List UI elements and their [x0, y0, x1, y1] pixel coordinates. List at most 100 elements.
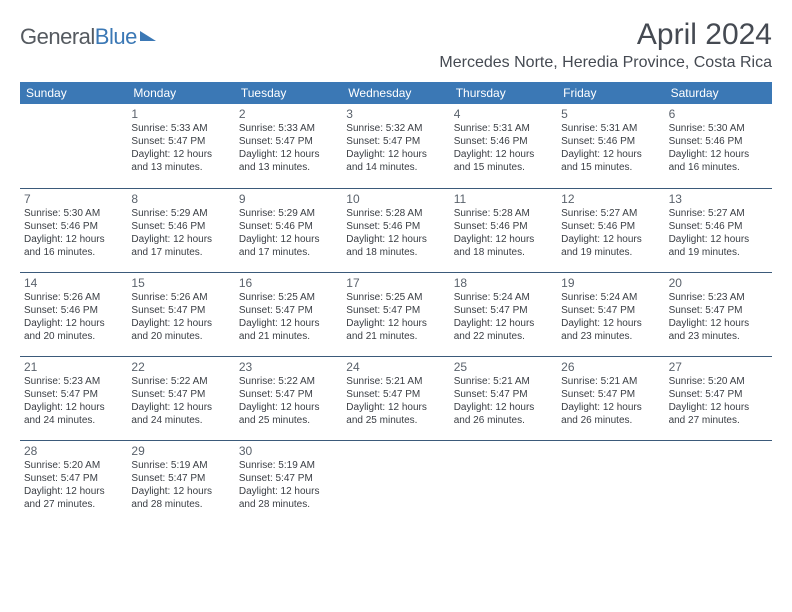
calendar-cell: 27Sunrise: 5:20 AMSunset: 5:47 PMDayligh… — [665, 356, 772, 440]
calendar-cell: 24Sunrise: 5:21 AMSunset: 5:47 PMDayligh… — [342, 356, 449, 440]
day-detail-line: Daylight: 12 hours — [454, 149, 553, 162]
day-detail-line: Sunrise: 5:28 AM — [346, 208, 445, 221]
calendar-cell: 22Sunrise: 5:22 AMSunset: 5:47 PMDayligh… — [127, 356, 234, 440]
day-detail-line: Daylight: 12 hours — [669, 402, 768, 415]
day-detail-line: and 27 minutes. — [669, 415, 768, 428]
day-detail-line: Daylight: 12 hours — [346, 402, 445, 415]
day-detail-line: Sunset: 5:47 PM — [239, 389, 338, 402]
day-detail-line: and 19 minutes. — [669, 247, 768, 260]
weekday-header: Friday — [557, 82, 664, 104]
day-number: 16 — [239, 276, 338, 291]
calendar-body: 1Sunrise: 5:33 AMSunset: 5:47 PMDaylight… — [20, 104, 772, 524]
day-detail-line: Sunrise: 5:32 AM — [346, 123, 445, 136]
calendar-header-row: SundayMondayTuesdayWednesdayThursdayFrid… — [20, 82, 772, 104]
day-number: 18 — [454, 276, 553, 291]
calendar-cell — [342, 440, 449, 524]
day-number: 13 — [669, 192, 768, 207]
day-number: 12 — [561, 192, 660, 207]
calendar-cell: 11Sunrise: 5:28 AMSunset: 5:46 PMDayligh… — [450, 188, 557, 272]
day-detail-line: Sunrise: 5:19 AM — [239, 460, 338, 473]
day-detail-line: Sunrise: 5:33 AM — [131, 123, 230, 136]
location-text: Mercedes Norte, Heredia Province, Costa … — [439, 54, 772, 72]
calendar-cell: 19Sunrise: 5:24 AMSunset: 5:47 PMDayligh… — [557, 272, 664, 356]
day-number: 30 — [239, 444, 338, 459]
calendar-cell: 29Sunrise: 5:19 AMSunset: 5:47 PMDayligh… — [127, 440, 234, 524]
day-number: 2 — [239, 107, 338, 122]
day-detail-line: Sunset: 5:47 PM — [561, 389, 660, 402]
day-detail-line: and 25 minutes. — [346, 415, 445, 428]
day-detail-line: and 18 minutes. — [346, 247, 445, 260]
day-number: 23 — [239, 360, 338, 375]
calendar-cell: 3Sunrise: 5:32 AMSunset: 5:47 PMDaylight… — [342, 104, 449, 188]
day-detail-line: Sunset: 5:47 PM — [239, 473, 338, 486]
calendar-cell: 7Sunrise: 5:30 AMSunset: 5:46 PMDaylight… — [20, 188, 127, 272]
day-detail-line: Daylight: 12 hours — [131, 149, 230, 162]
day-number: 24 — [346, 360, 445, 375]
day-detail-line: Daylight: 12 hours — [561, 402, 660, 415]
calendar-cell: 18Sunrise: 5:24 AMSunset: 5:47 PMDayligh… — [450, 272, 557, 356]
day-detail-line: Sunrise: 5:21 AM — [561, 376, 660, 389]
day-number: 25 — [454, 360, 553, 375]
weekday-header: Saturday — [665, 82, 772, 104]
day-detail-line: Sunset: 5:47 PM — [346, 305, 445, 318]
day-detail-line: Daylight: 12 hours — [239, 149, 338, 162]
day-detail-line: Sunset: 5:47 PM — [131, 473, 230, 486]
day-detail-line: Sunset: 5:47 PM — [24, 473, 123, 486]
day-detail-line: and 28 minutes. — [239, 499, 338, 512]
day-detail-line: Sunset: 5:47 PM — [561, 305, 660, 318]
day-detail-line: Sunrise: 5:27 AM — [561, 208, 660, 221]
day-detail-line: Daylight: 12 hours — [239, 234, 338, 247]
calendar-cell: 8Sunrise: 5:29 AMSunset: 5:46 PMDaylight… — [127, 188, 234, 272]
day-number: 3 — [346, 107, 445, 122]
day-detail-line: and 19 minutes. — [561, 247, 660, 260]
day-detail-line: Sunrise: 5:31 AM — [454, 123, 553, 136]
day-detail-line: and 26 minutes. — [454, 415, 553, 428]
day-detail-line: Sunset: 5:47 PM — [346, 136, 445, 149]
day-detail-line: Sunset: 5:46 PM — [24, 221, 123, 234]
day-number: 27 — [669, 360, 768, 375]
day-detail-line: Daylight: 12 hours — [131, 318, 230, 331]
page-title: April 2024 — [439, 18, 772, 52]
day-detail-line: Sunrise: 5:25 AM — [239, 292, 338, 305]
calendar-page: GeneralBlue April 2024 Mercedes Norte, H… — [0, 0, 792, 542]
brand-logo: GeneralBlue — [20, 18, 156, 50]
day-number: 7 — [24, 192, 123, 207]
day-number: 1 — [131, 107, 230, 122]
day-detail-line: Sunset: 5:46 PM — [131, 221, 230, 234]
day-detail-line: and 16 minutes. — [669, 162, 768, 175]
calendar-cell: 5Sunrise: 5:31 AMSunset: 5:46 PMDaylight… — [557, 104, 664, 188]
day-detail-line: Sunrise: 5:30 AM — [24, 208, 123, 221]
weekday-header: Tuesday — [235, 82, 342, 104]
day-detail-line: Daylight: 12 hours — [346, 318, 445, 331]
day-detail-line: Sunset: 5:47 PM — [131, 305, 230, 318]
day-number: 17 — [346, 276, 445, 291]
brand-part2: Blue — [95, 24, 137, 49]
day-number: 20 — [669, 276, 768, 291]
day-detail-line: Sunset: 5:47 PM — [239, 136, 338, 149]
day-detail-line: Sunrise: 5:20 AM — [24, 460, 123, 473]
weekday-header: Thursday — [450, 82, 557, 104]
calendar-cell: 17Sunrise: 5:25 AMSunset: 5:47 PMDayligh… — [342, 272, 449, 356]
day-number: 11 — [454, 192, 553, 207]
day-detail-line: Daylight: 12 hours — [454, 318, 553, 331]
day-number: 19 — [561, 276, 660, 291]
day-detail-line: Sunrise: 5:26 AM — [131, 292, 230, 305]
day-detail-line: Sunset: 5:47 PM — [454, 305, 553, 318]
day-detail-line: Sunset: 5:47 PM — [131, 136, 230, 149]
day-detail-line: Daylight: 12 hours — [131, 486, 230, 499]
day-detail-line: and 23 minutes. — [561, 331, 660, 344]
day-detail-line: Sunrise: 5:29 AM — [131, 208, 230, 221]
day-number: 4 — [454, 107, 553, 122]
calendar-cell: 21Sunrise: 5:23 AMSunset: 5:47 PMDayligh… — [20, 356, 127, 440]
day-detail-line: Sunset: 5:46 PM — [239, 221, 338, 234]
day-detail-line: and 25 minutes. — [239, 415, 338, 428]
calendar-cell — [665, 440, 772, 524]
day-detail-line: Sunset: 5:46 PM — [346, 221, 445, 234]
day-detail-line: and 15 minutes. — [454, 162, 553, 175]
day-detail-line: Sunrise: 5:21 AM — [346, 376, 445, 389]
day-detail-line: Sunrise: 5:23 AM — [669, 292, 768, 305]
day-detail-line: Sunset: 5:47 PM — [24, 389, 123, 402]
day-detail-line: Sunrise: 5:30 AM — [669, 123, 768, 136]
day-detail-line: and 18 minutes. — [454, 247, 553, 260]
day-detail-line: and 23 minutes. — [669, 331, 768, 344]
